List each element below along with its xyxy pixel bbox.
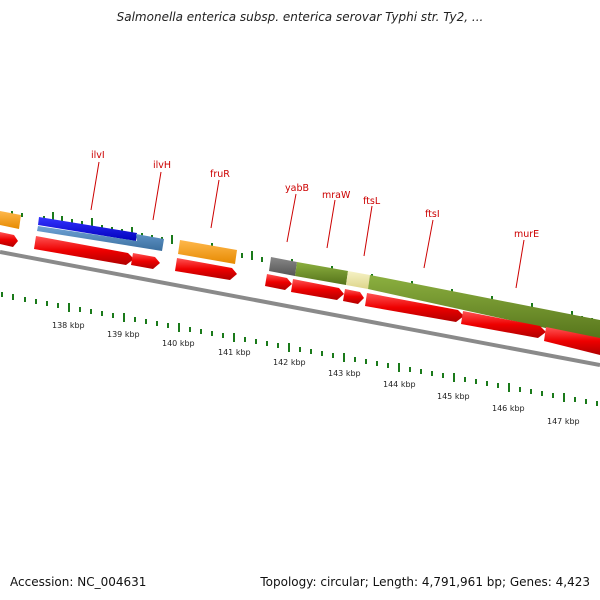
gene-label-mraW: mraW [322, 190, 351, 201]
backbone-line [0, 250, 600, 367]
cds-arrow-9 [461, 311, 546, 338]
cds-track [0, 232, 600, 355]
kbp-label-145: 145 kbp [437, 392, 470, 401]
kbp-label-138: 138 kbp [52, 321, 85, 330]
feature-orange-left [0, 211, 21, 229]
feature-fruR-orange [178, 240, 237, 264]
kbp-label-139: 139 kbp [107, 330, 140, 339]
feature-track-upper [0, 211, 600, 340]
kbp-label-142: 142 kbp [273, 358, 306, 367]
gene-label-ftsI: ftsI [425, 209, 440, 220]
cds-arrow-3 [131, 253, 160, 269]
topology-summary: Topology: circular; Length: 4,791,961 bp… [260, 575, 590, 589]
map-title: Salmonella enterica subsp. enterica sero… [116, 10, 484, 24]
kbp-label-146: 146 kbp [492, 404, 525, 413]
cds-arrow-4 [175, 258, 237, 280]
cds-arrow-2 [34, 236, 134, 265]
gene-label-fruR: fruR [210, 169, 230, 180]
cds-arrow-5 [265, 274, 292, 290]
cds-arrow-1 [0, 232, 18, 247]
gene-label-ilvI: ilvI [91, 150, 105, 161]
cds-arrow-10 [544, 327, 600, 355]
feature-pale-ftsL [346, 271, 370, 289]
gene-leader-lines [90, 161, 525, 289]
feature-steelblue-bar [37, 226, 164, 251]
accession-label: Accession: NC_004631 [10, 575, 147, 589]
kbp-label-143: 143 kbp [328, 369, 361, 378]
gene-label-murE: murE [514, 229, 539, 240]
kbp-label-147: 147 kbp [547, 417, 580, 426]
kbp-label-144: 144 kbp [383, 380, 416, 389]
gene-label-ilvH: ilvH [153, 160, 171, 171]
kbp-label-140: 140 kbp [162, 339, 195, 348]
gene-label-ftsL: ftsL [363, 196, 381, 207]
feature-olive-ftsI-murE [368, 275, 600, 340]
cds-arrow-7 [343, 289, 364, 304]
cds-arrow-6 [291, 279, 344, 300]
lower-dotted-track [1, 292, 598, 406]
gene-label-yabB: yabB [285, 183, 309, 194]
feature-olive-mraW [295, 262, 348, 285]
feature-gray [269, 257, 297, 276]
feature-ilvI-blue [38, 217, 137, 241]
kbp-label-141: 141 kbp [218, 348, 251, 357]
cds-arrow-8 [365, 293, 464, 322]
